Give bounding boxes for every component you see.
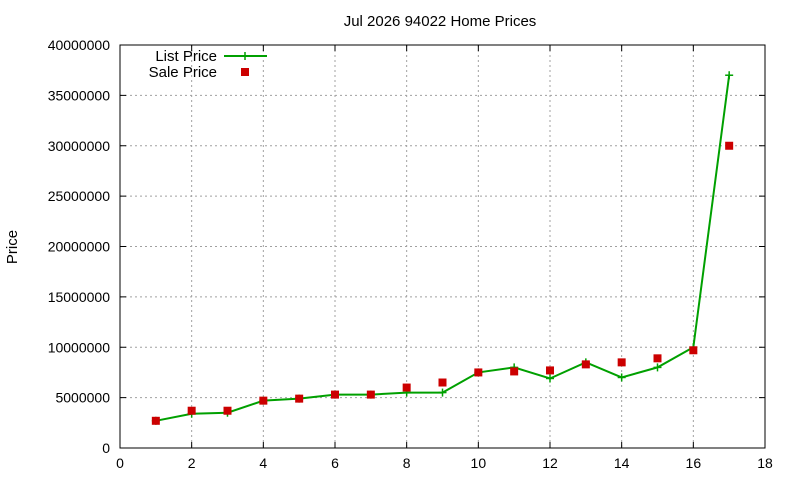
sale-price-point xyxy=(725,141,734,150)
sale-price-point xyxy=(151,416,160,425)
sale-price-point xyxy=(402,383,411,392)
y-tick-label: 10000000 xyxy=(48,339,111,355)
x-tick-label: 8 xyxy=(403,455,411,471)
x-tick-label: 2 xyxy=(188,455,196,471)
series-layer xyxy=(151,71,734,425)
list-price-point xyxy=(546,374,554,383)
sale-price-point xyxy=(223,406,232,415)
sale-price-point xyxy=(187,406,196,415)
legend-label: Sale Price xyxy=(149,64,217,81)
y-axis-label: Price xyxy=(4,230,21,264)
chart-title: Jul 2026 94022 Home Prices xyxy=(344,13,537,30)
x-tick-label: 14 xyxy=(614,455,630,471)
x-tick-label: 18 xyxy=(757,455,773,471)
sale-price-point xyxy=(366,390,375,399)
legend-label: List Price xyxy=(155,48,217,65)
y-tick-label: 20000000 xyxy=(48,239,111,255)
x-tick-label: 6 xyxy=(331,455,339,471)
y-tick-label: 40000000 xyxy=(48,37,111,53)
x-tick-label: 10 xyxy=(471,455,487,471)
list-price-point xyxy=(438,388,447,397)
y-tick-label: 15000000 xyxy=(48,289,111,305)
y-tick-label: 35000000 xyxy=(48,87,111,103)
x-tick-label: 12 xyxy=(542,455,558,471)
sale-price-point xyxy=(510,367,519,376)
grid xyxy=(120,45,765,448)
y-tick-label: 0 xyxy=(102,440,110,456)
sale-price-point xyxy=(617,358,626,367)
sale-price-point xyxy=(689,346,698,355)
list-price-point xyxy=(725,71,734,80)
y-tick-label: 5000000 xyxy=(55,390,110,406)
legend-square-swatch xyxy=(241,68,249,76)
series-line-list-price xyxy=(155,75,731,422)
list-price-point xyxy=(617,373,626,382)
sale-price-point xyxy=(581,360,590,369)
sale-price-point xyxy=(259,396,268,405)
sale-price-point xyxy=(438,378,447,387)
x-tick-label: 4 xyxy=(259,455,267,471)
x-tick-label: 0 xyxy=(116,455,124,471)
y-tick-label: 25000000 xyxy=(48,188,111,204)
sale-price-point xyxy=(546,366,554,375)
sale-price-point xyxy=(653,354,662,363)
list-price-point xyxy=(653,363,662,372)
sale-price-point xyxy=(474,368,483,377)
y-tick-label: 30000000 xyxy=(48,138,111,154)
sale-price-point xyxy=(295,394,304,403)
x-tick-label: 16 xyxy=(686,455,702,471)
axes: 0 2 4 6 8 10 12 14 16 18 0 5000000 10000000 15000000 2… xyxy=(48,37,773,471)
sale-price-point xyxy=(331,390,339,399)
